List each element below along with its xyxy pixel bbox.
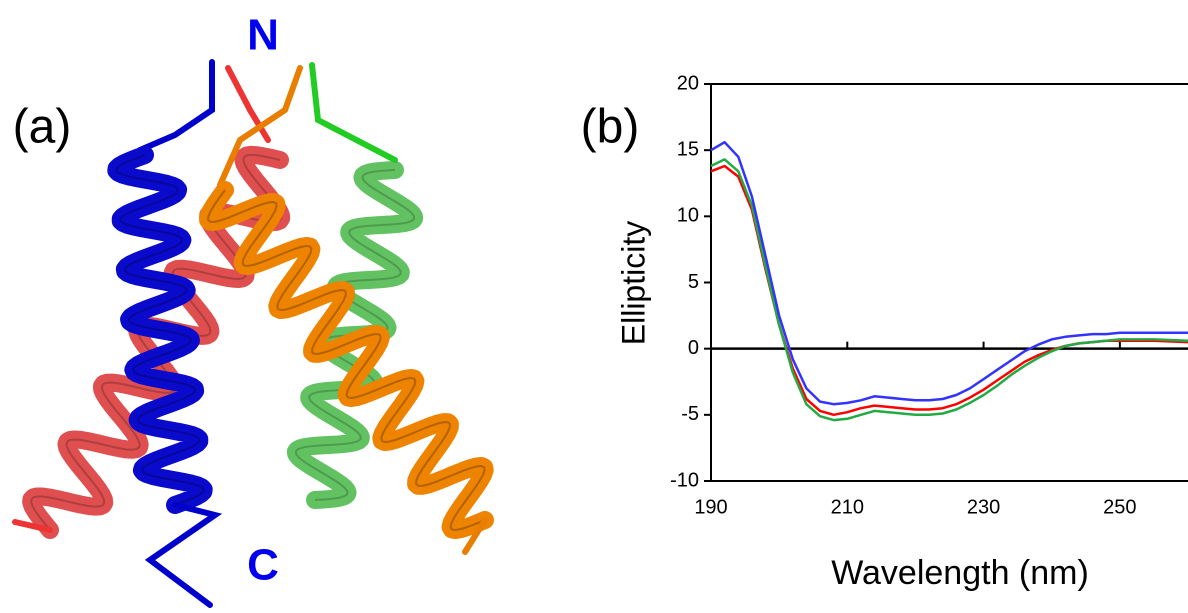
- y-tick-label: 10: [677, 205, 699, 227]
- loop: [217, 65, 303, 188]
- loop: [144, 502, 223, 608]
- series-line: [710, 158, 1188, 422]
- series-line: [710, 140, 1188, 406]
- loop: [309, 62, 398, 163]
- plot: -10 -5 0 5 10 15 20 190 210 230 250: [670, 72, 1188, 518]
- y-tick-label: 15: [677, 138, 699, 160]
- x-tick-label: 230: [967, 496, 1000, 518]
- x-tick-label: 210: [831, 496, 864, 518]
- y-tick-label: -10: [670, 469, 699, 491]
- ribbon-edge: [115, 154, 205, 506]
- y-tick-label: -5: [681, 403, 699, 425]
- loop: [225, 65, 271, 143]
- y-tick-label: 20: [677, 72, 699, 94]
- x-tick-label: 190: [694, 496, 727, 518]
- series-line: [710, 164, 1188, 417]
- c-terminus-label: C: [247, 541, 279, 590]
- x-axis-label: Wavelength (nm): [831, 554, 1089, 592]
- loop: [12, 519, 53, 533]
- loop: [462, 517, 488, 555]
- y-tick-label: 0: [688, 337, 699, 359]
- x-tick-label: 250: [1103, 496, 1136, 518]
- plot-frame: [710, 83, 1188, 482]
- protein-structure: [12, 59, 494, 608]
- loop: [137, 59, 215, 153]
- ribbon: [107, 146, 213, 514]
- ribbon-edge: [207, 189, 486, 532]
- y-axis-label: Ellipticity: [615, 221, 651, 345]
- panel-label: (b): [581, 101, 640, 154]
- ribbon: [199, 181, 494, 540]
- y-tick-label: 5: [688, 271, 699, 293]
- panel-label: (a): [13, 101, 72, 154]
- n-terminus-label: N: [247, 11, 279, 60]
